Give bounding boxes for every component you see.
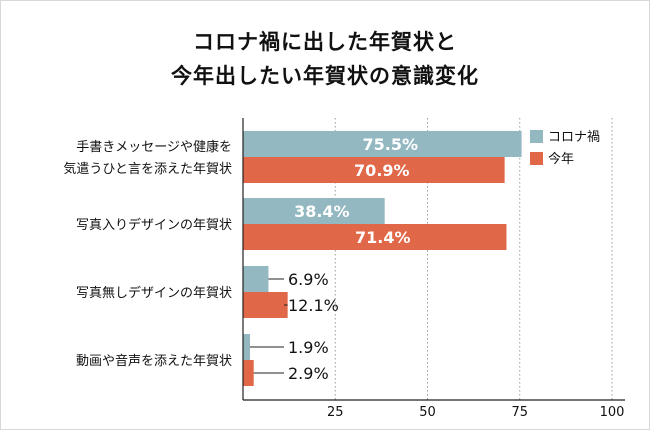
chart-title-line-1: コロナ禍に出した年賀状と: [193, 30, 457, 54]
data-label-thisyear-1: 71.4%: [355, 228, 411, 247]
data-label-covid-2: 6.9%: [288, 270, 329, 289]
data-label-covid-0: 75.5%: [363, 135, 419, 154]
bar-thisyear-3: [243, 360, 254, 386]
legend-swatch-thisyear: [530, 152, 543, 165]
x-tick-label-75: 75: [511, 405, 528, 420]
category-label-0-0: 手書きメッセージや健康を: [76, 139, 232, 155]
bar-covid-3: [243, 334, 251, 360]
bar-covid-2: [243, 266, 269, 292]
x-tick-label-100: 100: [600, 405, 625, 420]
category-label-1-0: 写真入りデザインの年賀状: [76, 217, 232, 233]
data-label-covid-3: 1.9%: [288, 338, 329, 357]
chart-title-line-2: 今年出したい年賀状の意識変化: [171, 64, 479, 88]
bar-thisyear-1: [243, 224, 507, 250]
data-label-thisyear-0: 70.9%: [354, 161, 410, 180]
data-label-covid-1: 38.4%: [294, 202, 350, 221]
category-label-0-1: 気遣うひと言を添えた年賀状: [63, 161, 232, 177]
x-tick-label-50: 50: [419, 405, 436, 420]
legend-label-thisyear: 今年: [548, 151, 574, 167]
bar-thisyear-0: [243, 157, 505, 183]
category-label-2-0: 写真無しデザインの年賀状: [76, 285, 232, 301]
bar-covid-0: [243, 131, 522, 157]
bar-thisyear-2: [243, 292, 288, 318]
data-label-thisyear-2: 12.1%: [288, 296, 339, 315]
category-label-3-0: 動画や音声を添えた年賀状: [76, 353, 232, 369]
x-tick-label-25: 25: [327, 405, 344, 420]
data-label-thisyear-3: 2.9%: [288, 364, 329, 383]
bar-covid-1: [243, 198, 385, 224]
legend-swatch-covid: [530, 130, 543, 143]
legend-label-covid: コロナ禍: [548, 129, 600, 145]
